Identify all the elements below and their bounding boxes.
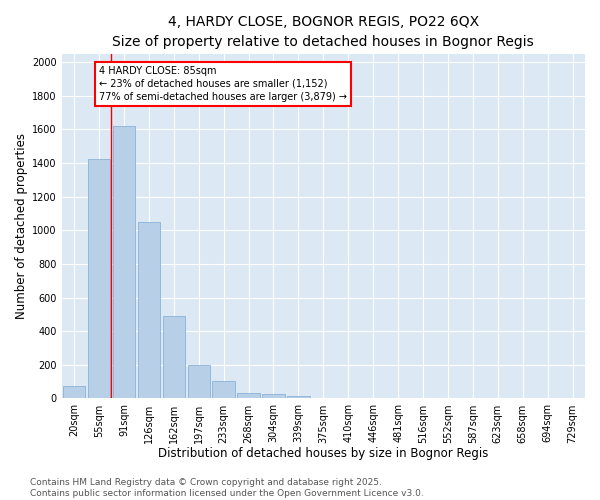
X-axis label: Distribution of detached houses by size in Bognor Regis: Distribution of detached houses by size … [158,447,488,460]
Bar [163,316,185,398]
Bar [113,126,135,398]
Bar [287,396,310,398]
Text: 4 HARDY CLOSE: 85sqm
← 23% of detached houses are smaller (1,152)
77% of semi-de: 4 HARDY CLOSE: 85sqm ← 23% of detached h… [99,66,347,102]
Bar [63,386,85,398]
Bar [188,365,210,398]
Bar [262,394,284,398]
Bar [212,381,235,398]
Text: Contains HM Land Registry data © Crown copyright and database right 2025.
Contai: Contains HM Land Registry data © Crown c… [30,478,424,498]
Bar [88,159,110,398]
Title: 4, HARDY CLOSE, BOGNOR REGIS, PO22 6QX
Size of property relative to detached hou: 4, HARDY CLOSE, BOGNOR REGIS, PO22 6QX S… [112,15,534,48]
Y-axis label: Number of detached properties: Number of detached properties [15,133,28,319]
Bar [238,392,260,398]
Bar [137,222,160,398]
